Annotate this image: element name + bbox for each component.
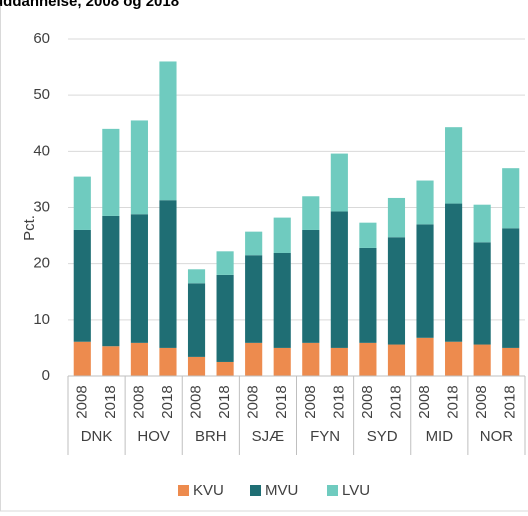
bar-segment	[416, 337, 434, 376]
x-tick-label: 2018	[330, 385, 347, 418]
bar-segment	[216, 251, 234, 275]
y-tick-label: 60	[33, 30, 50, 47]
bar-segment	[159, 61, 177, 201]
y-tick-label: 0	[42, 367, 50, 384]
bar-segment	[359, 247, 377, 343]
x-tick-label: 2008	[416, 385, 433, 418]
y-tick-label: 20	[33, 255, 50, 272]
bar-segment	[245, 231, 263, 256]
group-label: MID	[426, 428, 454, 445]
group-label: DNK	[81, 428, 113, 445]
bar-segment	[387, 237, 406, 345]
y-tick-label: 40	[33, 142, 50, 159]
bar-segment	[273, 347, 291, 376]
bar-segment	[330, 153, 348, 212]
group-label: SJÆ	[252, 428, 285, 445]
x-tick-label: 2018	[273, 385, 290, 418]
bar-segment	[273, 217, 291, 253]
bar-segment	[445, 341, 463, 376]
legend-swatch	[178, 485, 189, 496]
y-tick-label: 50	[33, 86, 50, 103]
bar-segment	[473, 242, 491, 345]
bar-segment	[387, 197, 406, 238]
bar-segment	[330, 347, 348, 376]
bar-segment	[502, 168, 520, 229]
bar-segment	[473, 344, 491, 376]
x-tick-label: 2008	[359, 385, 376, 418]
bar-segment	[159, 200, 177, 348]
x-tick-label: 2008	[473, 385, 490, 418]
bar-segment	[473, 204, 491, 243]
group-label: SYD	[367, 428, 398, 445]
x-tick-label: 2008	[245, 385, 262, 418]
y-tick-label: 10	[33, 311, 50, 328]
x-tick-label: 2018	[216, 385, 233, 418]
bar-segment	[502, 347, 520, 376]
bar-segment	[130, 120, 148, 215]
x-tick-label: 2018	[387, 385, 404, 418]
group-label: NOR	[480, 428, 514, 445]
bar-segment	[302, 229, 320, 343]
bar-segment	[302, 196, 320, 230]
x-tick-label: 2018	[159, 385, 176, 418]
bar-segment	[216, 361, 234, 376]
bar-segment	[445, 203, 463, 342]
x-tick-label: 2008	[188, 385, 205, 418]
bar-segment	[216, 274, 234, 362]
bar-segment	[130, 342, 148, 376]
legend-swatch	[250, 485, 261, 496]
bar-segment	[73, 176, 91, 230]
legend-label: KVU	[193, 482, 224, 499]
group-label: FYN	[310, 428, 340, 445]
bar-segment	[187, 283, 206, 357]
y-axis-label: Pct.	[21, 215, 38, 241]
x-tick-label: 2008	[130, 385, 147, 418]
bar-segment	[302, 342, 320, 376]
x-tick-label: 2018	[102, 385, 119, 418]
bar-segment	[245, 255, 263, 343]
bar-segment	[187, 356, 206, 376]
x-tick-label: 2008	[302, 385, 319, 418]
bar-segment	[502, 228, 520, 348]
bar-segment	[187, 269, 206, 284]
bar-segment	[445, 127, 463, 204]
bar-segment	[73, 229, 91, 342]
legend-swatch	[327, 485, 338, 496]
x-tick-label: 2008	[73, 385, 90, 418]
legend-label: MVU	[265, 482, 298, 499]
y-tick-label: 30	[33, 198, 50, 215]
bar-segment	[273, 252, 291, 348]
bar-segment	[102, 215, 120, 347]
bar-segment	[416, 180, 434, 225]
x-tick-label: 2018	[502, 385, 519, 418]
group-label: HOV	[137, 428, 170, 445]
legend-label: LVU	[342, 482, 370, 499]
bar-segment	[73, 341, 91, 376]
bar-segment	[359, 342, 377, 376]
bar-segment	[330, 211, 348, 348]
bar-segment	[130, 214, 148, 343]
bar-segment	[245, 342, 263, 376]
chart-title: uddannelse, 2008 og 2018	[0, 0, 179, 10]
bar-segment	[359, 222, 377, 248]
bar-segment	[159, 347, 177, 376]
group-label: BRH	[195, 428, 227, 445]
bar-segment	[102, 128, 120, 216]
bar-segment	[387, 344, 406, 376]
bar-segment	[416, 224, 434, 338]
x-tick-label: 2018	[445, 385, 462, 418]
bar-segment	[102, 346, 120, 376]
